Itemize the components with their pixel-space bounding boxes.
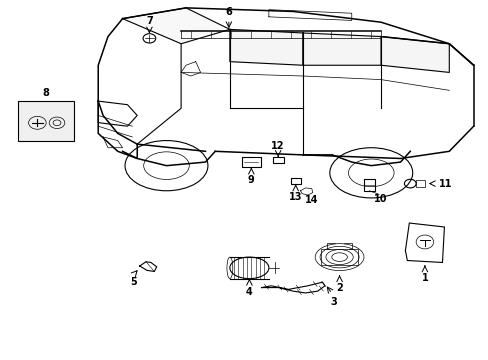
Bar <box>363 179 374 191</box>
Text: 9: 9 <box>247 175 254 185</box>
Text: 7: 7 <box>146 16 152 26</box>
Text: 5: 5 <box>130 277 137 287</box>
Text: 14: 14 <box>305 195 318 205</box>
Text: 1: 1 <box>421 273 427 283</box>
Polygon shape <box>303 33 380 65</box>
Bar <box>290 178 300 184</box>
Text: 6: 6 <box>225 7 232 17</box>
Polygon shape <box>122 8 229 44</box>
Bar <box>272 157 283 163</box>
Text: 11: 11 <box>438 179 451 189</box>
Text: 2: 2 <box>336 283 342 293</box>
Text: 8: 8 <box>42 87 49 98</box>
Text: 12: 12 <box>271 141 285 150</box>
Polygon shape <box>229 30 303 65</box>
Text: 10: 10 <box>373 194 387 204</box>
Bar <box>415 180 424 187</box>
Text: 13: 13 <box>288 192 302 202</box>
Polygon shape <box>380 37 448 72</box>
Text: 3: 3 <box>330 297 336 307</box>
Bar <box>242 157 260 167</box>
Bar <box>321 249 357 265</box>
Bar <box>18 101 74 140</box>
Text: 4: 4 <box>245 287 252 297</box>
